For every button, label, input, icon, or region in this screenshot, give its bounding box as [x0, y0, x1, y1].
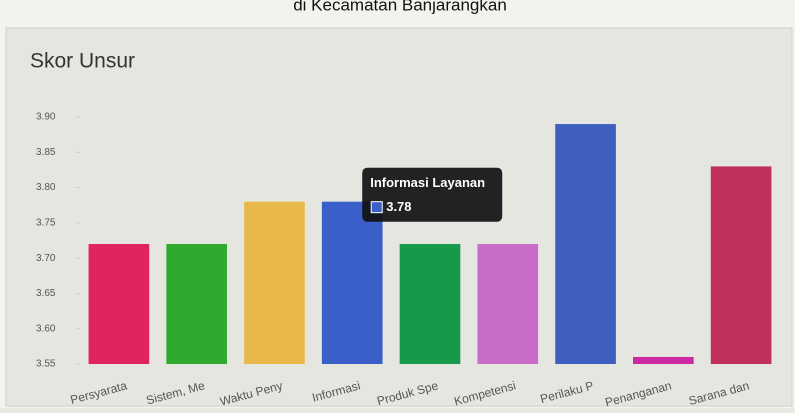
- bar: [477, 244, 539, 364]
- y-tick-label: 3.75: [36, 218, 56, 229]
- tooltip-box: [362, 167, 503, 222]
- bar: [399, 244, 461, 364]
- tooltip-swatch: [370, 201, 383, 214]
- tooltip-value: 3.78: [386, 199, 411, 214]
- tooltip-title: Informasi Layanan: [370, 175, 485, 190]
- bar: [555, 124, 616, 364]
- bar: [321, 201, 383, 364]
- y-tick-label: 3.80: [36, 182, 56, 193]
- page-header: di Kecamatan Banjarangkan: [293, 0, 507, 14]
- y-tick-label: 3.60: [36, 323, 56, 334]
- bar: [710, 166, 772, 364]
- bar: [633, 356, 694, 364]
- y-tick-label: 3.90: [36, 112, 56, 123]
- bar: [88, 244, 150, 364]
- y-tick-label: 3.65: [36, 288, 56, 299]
- bar: [244, 201, 305, 364]
- y-tick-label: 3.85: [36, 147, 56, 158]
- y-tick-label: 3.70: [36, 253, 56, 264]
- chart-title: Skor Unsur: [30, 50, 135, 73]
- y-tick-label: 3.55: [36, 359, 56, 370]
- tooltip: Informasi Layanan 3.78: [362, 167, 503, 222]
- bar: [166, 244, 227, 364]
